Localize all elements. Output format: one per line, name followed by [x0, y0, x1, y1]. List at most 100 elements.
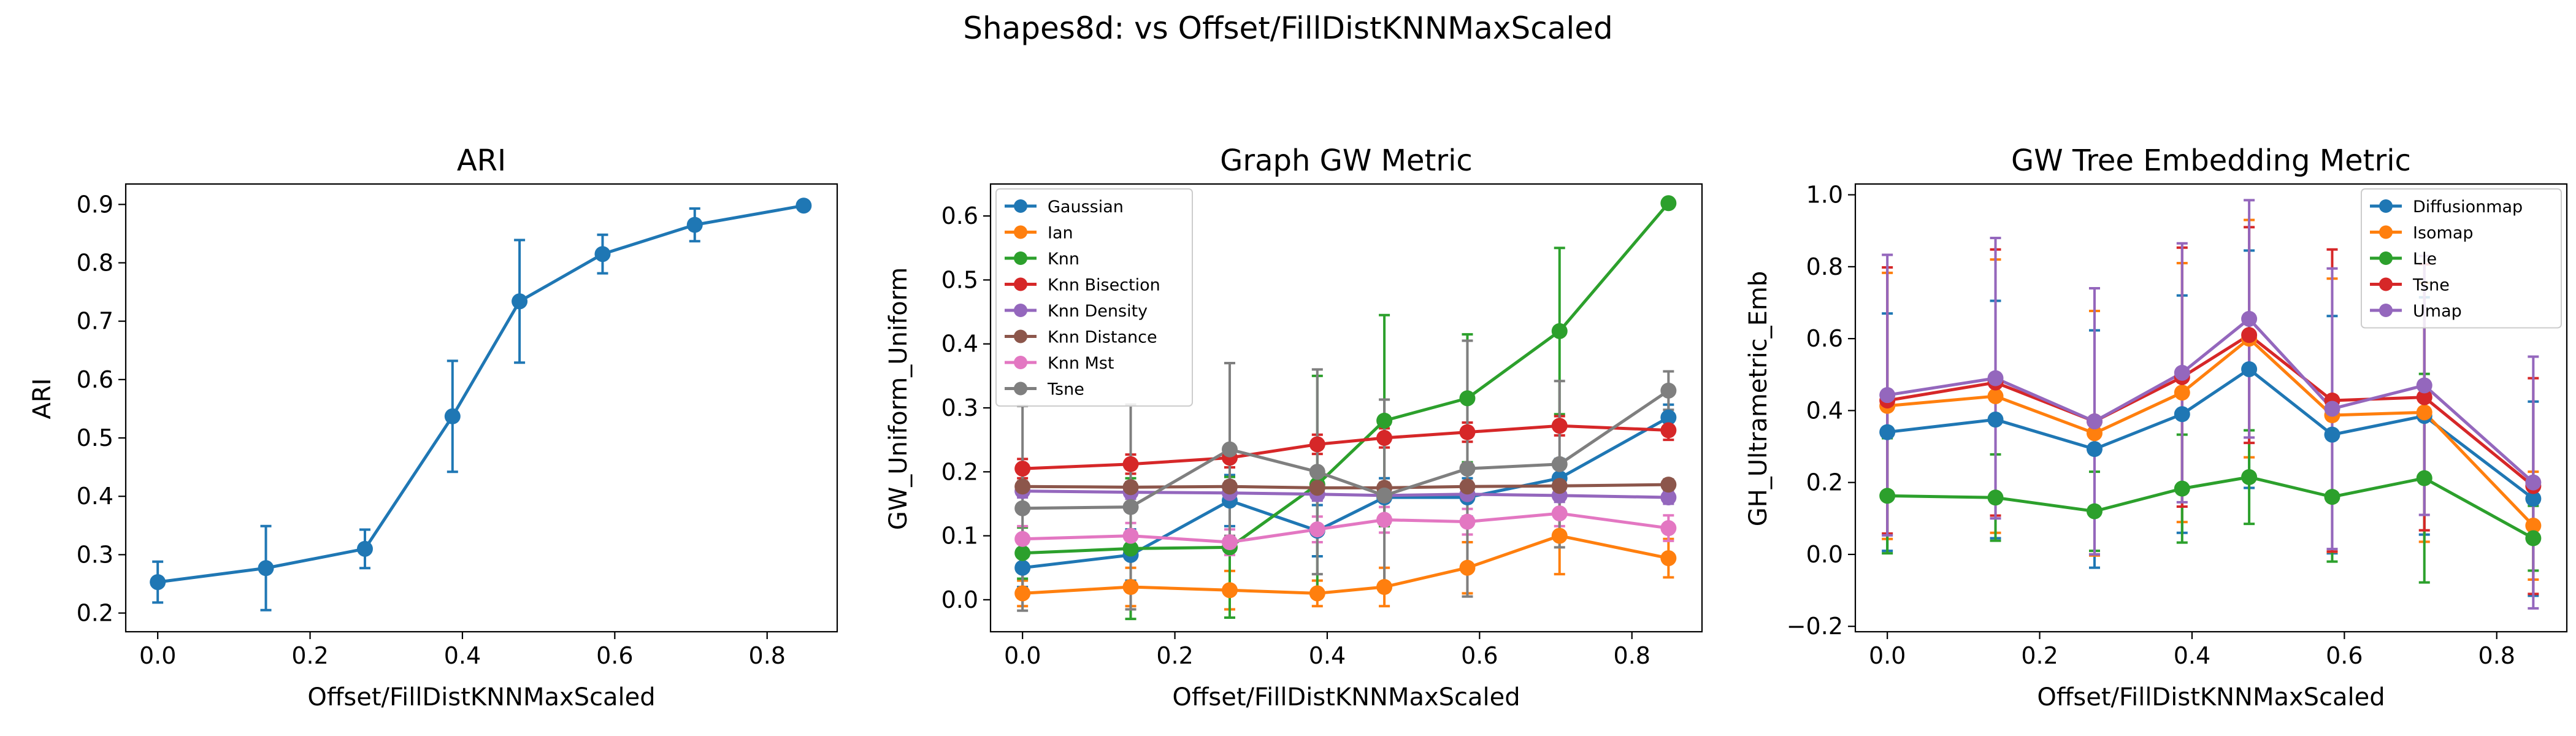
plot-frame	[1854, 183, 2568, 633]
legend-marker	[1014, 356, 1027, 369]
data-point	[594, 246, 611, 263]
data-point	[2086, 425, 2103, 442]
legend-marker	[2379, 225, 2393, 239]
y-tick-label: 0.0	[941, 586, 978, 613]
legend-marker	[2379, 304, 2393, 317]
series-line	[1887, 367, 2534, 500]
panel-ari: ARI Offset/FillDistKNNMaxScaled ARI 0.0 0…	[28, 144, 838, 711]
series-line	[157, 204, 804, 584]
y-tick-label: 0.5	[77, 424, 113, 451]
data-point	[1221, 441, 1238, 458]
data-point	[1551, 418, 1568, 434]
data-point	[1660, 409, 1677, 426]
data-point	[1122, 456, 1139, 472]
series-line	[1887, 317, 2535, 484]
y-tick-label: 0.3	[941, 394, 978, 421]
panel-title: ARI	[457, 144, 506, 178]
legend-label: Umap	[2413, 302, 2462, 321]
data-point	[1221, 534, 1238, 550]
panel-gw-tree-embedding-metric: GW Tree Embedding Metric Offset/FillDist…	[1744, 144, 2568, 711]
series-line	[1022, 424, 1669, 470]
data-point	[2086, 503, 2103, 519]
legend-marker	[1014, 304, 1027, 317]
data-point	[2174, 385, 2190, 401]
series-line	[1022, 534, 1669, 595]
data-point	[2174, 480, 2190, 497]
y-tick-label: 0.1	[941, 523, 978, 550]
y-tick-label: 0.2	[1806, 469, 1843, 496]
x-tick-label: 0.6	[1461, 642, 1498, 669]
data-point	[1376, 412, 1393, 429]
series-line	[1887, 337, 2535, 527]
data-point	[1221, 478, 1238, 495]
data-point	[2086, 413, 2103, 429]
y-tick-label: 0.7	[77, 308, 113, 335]
data-point	[1987, 489, 2004, 506]
legend-label: Lle	[2413, 250, 2437, 269]
y-tick-label: 0.8	[1806, 253, 1843, 280]
data-point	[1309, 436, 1325, 453]
data-point	[1551, 478, 1568, 494]
y-tick-label: 0.6	[1806, 325, 1843, 352]
data-point	[1879, 488, 1896, 504]
data-point	[1122, 540, 1139, 557]
legend-label: Knn Bisection	[1048, 276, 1160, 295]
data-point	[1660, 477, 1677, 493]
x-tick-label: 0.0	[1869, 642, 1906, 669]
legend-label: Gaussian	[1048, 197, 1124, 217]
data-point	[2416, 389, 2432, 405]
data-point	[258, 560, 274, 577]
data-point	[356, 540, 373, 557]
data-point	[795, 197, 812, 214]
y-tick-label: 0.2	[941, 458, 978, 485]
data-point	[2241, 310, 2258, 327]
data-point	[1122, 527, 1139, 544]
x-tick-label: 0.2	[2021, 642, 2058, 669]
y-axis-label: GH_Ultrametric_Emb	[1744, 271, 1773, 527]
data-point	[1376, 579, 1393, 595]
y-tick-label: 0.4	[77, 483, 113, 510]
data-point	[1987, 370, 2004, 386]
legend-marker	[2379, 251, 2393, 265]
series-line	[1887, 475, 2534, 540]
figure-suptitle: Shapes8d: vs Offset/FillDistKNNMaxScaled	[963, 10, 1613, 46]
legend-label: Diffusionmap	[2413, 197, 2523, 217]
data-point	[1014, 461, 1031, 477]
y-tick-label: 0.4	[941, 331, 978, 358]
legend-label: Knn Density	[1048, 302, 1148, 321]
data-point	[2416, 377, 2432, 394]
data-point	[2324, 401, 2340, 417]
data-point	[2174, 364, 2190, 381]
data-point	[1459, 390, 1476, 407]
legend-marker	[1014, 251, 1027, 265]
x-axis-label: Offset/FillDistKNNMaxScaled	[2037, 683, 2385, 711]
data-point	[1459, 461, 1476, 477]
x-axis-label: Offset/FillDistKNNMaxScaled	[1172, 683, 1520, 711]
data-point	[2525, 530, 2542, 546]
data-point	[1376, 430, 1393, 447]
data-point	[1879, 387, 1896, 404]
data-point	[1551, 505, 1568, 522]
legend-marker	[1014, 199, 1027, 213]
data-point	[1014, 478, 1031, 495]
series-line	[1022, 512, 1669, 544]
data-point	[1551, 323, 1568, 339]
x-tick-label: 0.8	[749, 642, 786, 669]
data-point	[1660, 382, 1677, 399]
x-tick-label: 0.8	[1614, 642, 1650, 669]
data-point	[1309, 521, 1325, 538]
data-point	[686, 217, 703, 233]
data-point	[1309, 464, 1325, 480]
data-point	[1014, 559, 1031, 576]
plot-frame	[125, 183, 838, 633]
plot-frame	[989, 183, 1703, 633]
x-tick-label: 0.0	[1004, 642, 1041, 669]
y-tick-label: −0.2	[1787, 613, 1843, 640]
data-point	[1660, 195, 1677, 212]
series-line	[1022, 202, 1670, 555]
y-tick-label: 0.4	[1806, 397, 1843, 424]
x-tick-label: 0.8	[2478, 642, 2515, 669]
data-point	[1309, 585, 1325, 602]
legend-label: Ian	[1048, 224, 1073, 243]
x-tick-label: 0.4	[1309, 642, 1346, 669]
